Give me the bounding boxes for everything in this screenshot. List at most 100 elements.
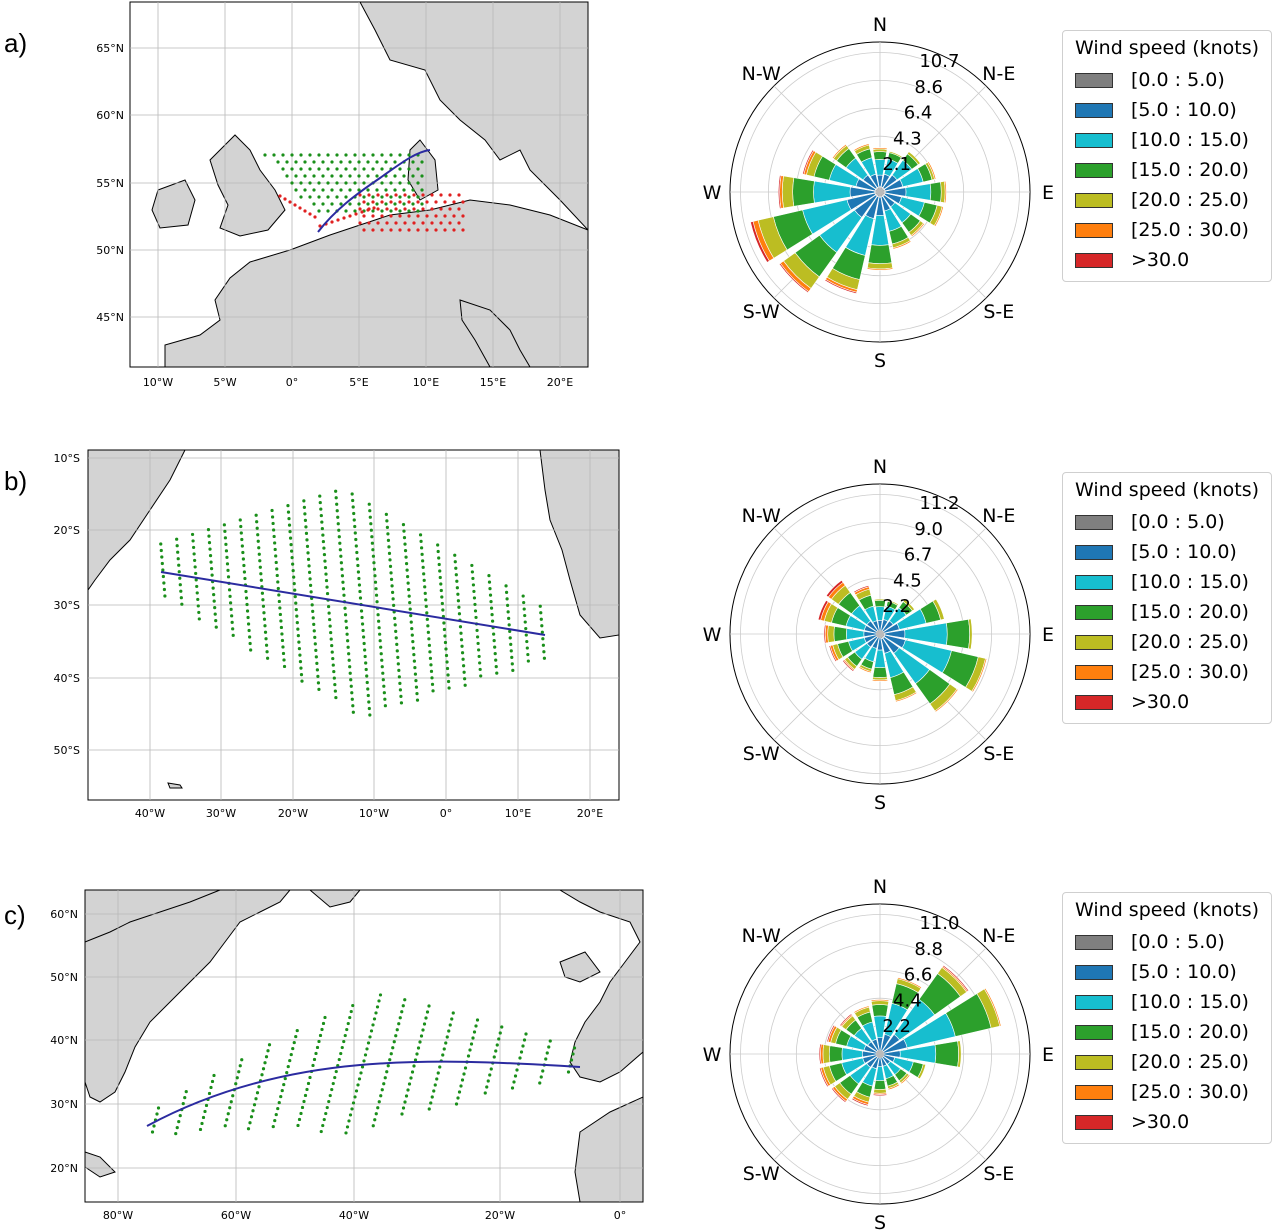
sample-point: [317, 153, 321, 157]
rose-bar-segment: [873, 1088, 887, 1094]
sample-point: [421, 207, 425, 211]
sample-point: [315, 668, 319, 672]
sample-point: [423, 591, 427, 595]
sample-point: [324, 1111, 328, 1116]
sample-point: [416, 167, 420, 171]
rose-direction-label: N: [873, 14, 887, 36]
sample-point: [358, 221, 362, 225]
sample-point: [371, 167, 375, 171]
sample-point: [251, 1109, 255, 1113]
sample-point: [289, 1052, 293, 1057]
sample-point: [272, 153, 276, 157]
sample-point: [471, 576, 475, 581]
sample-point: [241, 550, 245, 555]
sample-point: [403, 221, 407, 225]
sample-point: [288, 536, 293, 540]
rose-radial-label: 6.7: [904, 545, 933, 566]
sample-point: [321, 160, 325, 164]
sample-point: [453, 553, 457, 557]
sample-point: [349, 1009, 353, 1014]
rose-bar-segment: [867, 244, 893, 265]
sample-point: [376, 1106, 380, 1110]
legend-title: Wind speed (knots): [1075, 479, 1260, 501]
sample-point: [438, 569, 442, 573]
sample-point: [354, 537, 358, 542]
sample-point: [407, 1082, 412, 1086]
sample-point: [228, 594, 232, 598]
sample-point: [264, 643, 269, 647]
sample-point: [359, 1071, 363, 1075]
sample-point: [378, 639, 382, 643]
sample-point: [419, 1034, 424, 1038]
rose-bar-segment: [818, 1043, 822, 1065]
sample-point: [512, 1080, 516, 1084]
rose-center: [876, 1050, 884, 1058]
sample-point: [439, 221, 443, 225]
land-masses: [84, 889, 644, 1203]
sample-point: [389, 200, 393, 204]
sample-point: [303, 209, 307, 213]
sample-point: [212, 599, 216, 603]
sample-point: [548, 1039, 552, 1043]
sample-point: [411, 188, 415, 192]
sample-point: [494, 665, 498, 669]
sample-point: [276, 586, 280, 591]
sample-point: [351, 505, 355, 509]
sample-point: [286, 510, 291, 514]
rose-bar-segment: [942, 964, 970, 992]
sample-point: [319, 513, 323, 518]
sample-point: [407, 195, 411, 199]
sample-point: [407, 214, 411, 218]
lon-tick: 10°W: [143, 376, 173, 389]
sample-point: [229, 1100, 233, 1104]
sample-point: [448, 207, 452, 211]
sample-point: [297, 647, 301, 651]
sample-point: [348, 671, 352, 675]
sample-point: [398, 181, 402, 185]
sample-point: [297, 640, 301, 644]
sample-point: [456, 592, 460, 596]
sample-point: [438, 1065, 442, 1069]
sample-point: [365, 1047, 369, 1051]
sample-point: [414, 679, 418, 683]
sample-point: [311, 609, 315, 613]
sample-point: [375, 600, 379, 604]
sample-point: [471, 583, 476, 587]
sample-point: [542, 656, 547, 660]
sample-point: [385, 207, 389, 211]
sample-point: [401, 523, 406, 527]
sample-point: [412, 653, 416, 657]
sample-point: [342, 1039, 346, 1044]
panel-label-c: c): [4, 900, 26, 930]
sample-point: [293, 595, 297, 599]
sample-point: [270, 515, 275, 519]
sample-point: [404, 1094, 409, 1098]
sample-point: [457, 221, 461, 225]
sample-point: [383, 704, 387, 708]
sample-point: [339, 188, 343, 192]
rose-bar-segment: [874, 649, 886, 668]
lon-tick: 0°: [614, 1209, 627, 1222]
sample-point: [487, 574, 491, 578]
sample-point: [407, 209, 411, 213]
sample-point: [368, 1035, 372, 1039]
sample-point: [419, 539, 423, 543]
sample-point: [497, 1037, 501, 1041]
sample-point: [363, 654, 367, 659]
sample-point: [379, 1094, 383, 1098]
sample-point: [374, 593, 379, 597]
sample-point: [373, 1118, 377, 1122]
rose-bar-segment: [851, 1097, 869, 1107]
sample-point: [155, 1112, 159, 1116]
rose-bar-segment: [831, 1087, 847, 1103]
gridlines: [85, 890, 643, 1202]
sample-point: [416, 214, 420, 218]
sample-point: [308, 212, 312, 216]
sample-point: [380, 209, 384, 213]
sample-point: [378, 632, 382, 636]
sample-point: [263, 1061, 267, 1065]
sample-point: [356, 563, 360, 568]
sample-point: [294, 1034, 298, 1039]
sample-point: [393, 160, 397, 164]
lon-tick: 0°: [440, 807, 453, 820]
